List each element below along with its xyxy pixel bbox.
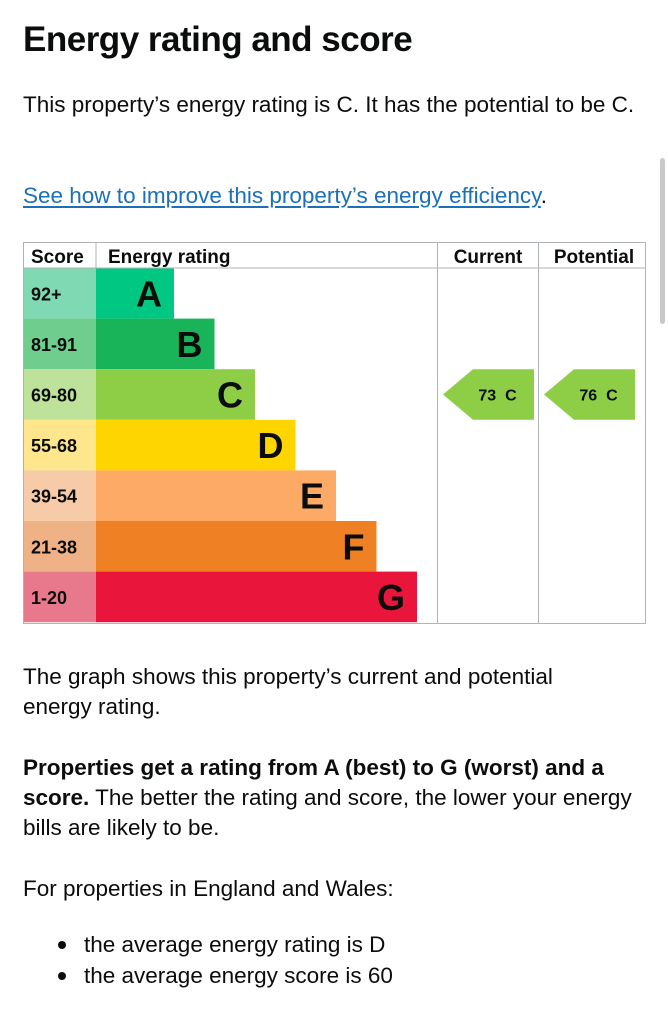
rating-bar-b xyxy=(96,318,215,370)
rating-letter-b: B xyxy=(177,324,203,365)
score-range-g: 1-20 xyxy=(31,588,67,608)
rating-letter-e: E xyxy=(300,476,324,517)
rating-bar-a xyxy=(96,268,174,319)
score-range-b: 81-91 xyxy=(31,335,77,355)
score-cell-f xyxy=(23,521,96,572)
score-cell-e xyxy=(23,470,96,521)
rating-bar-g xyxy=(96,571,417,623)
score-range-a: 92+ xyxy=(31,284,62,304)
score-cell-a xyxy=(23,268,96,319)
page-title: Energy rating and score xyxy=(23,20,413,59)
score-range-f: 21-38 xyxy=(31,537,77,557)
current-rating-label: 73 C xyxy=(478,388,517,405)
score-column: 92+ 81-91 69-80 55-68 39-54 21-38 1-20 xyxy=(23,268,96,623)
potential-header: Potential xyxy=(554,247,634,268)
rating-bar-f xyxy=(96,521,377,572)
improve-efficiency-link[interactable]: See how to improve this property’s energ… xyxy=(23,183,541,208)
rating-letter-g: G xyxy=(377,577,405,618)
rating-bar-e xyxy=(96,470,336,521)
average-score-item: the average energy score is 60 xyxy=(23,960,393,991)
averages-list: the average energy rating is D the avera… xyxy=(23,929,393,991)
chart-grid xyxy=(23,242,646,624)
energy-rating-header: Energy rating xyxy=(108,247,230,268)
ratings-explanation-bold: Properties get a rating from A (best) to… xyxy=(23,755,604,810)
rating-bar-c xyxy=(96,369,255,420)
score-range-e: 39-54 xyxy=(31,487,77,507)
improve-paragraph: See how to improve this property’s energ… xyxy=(23,181,645,211)
energy-rating-summary: This property’s energy rating is C. It h… xyxy=(23,92,635,117)
score-cell-g xyxy=(23,571,96,623)
ratings-explanation-rest: The better the rating and score, the low… xyxy=(23,785,632,840)
energy-rating-chart-svg: 92+ 81-91 69-80 55-68 39-54 21-38 1-20 ABCDEFG… xyxy=(23,242,646,624)
ratings-explanation: Properties get a rating from A (best) to… xyxy=(23,753,645,843)
rating-indicators: 73 C 76 C xyxy=(443,369,635,420)
score-cell-b xyxy=(23,318,96,370)
average-rating-item: the average energy rating is D xyxy=(23,929,393,960)
region-text: For properties in England and Wales: xyxy=(23,876,394,901)
rating-bar-d xyxy=(96,419,296,471)
chart-border xyxy=(23,242,646,624)
rating-letter-f: F xyxy=(343,526,365,567)
improve-link-suffix: . xyxy=(540,183,548,208)
score-cell-d xyxy=(23,419,96,471)
current-rating-arrow xyxy=(443,369,534,420)
graph-description: The graph shows this property’s current … xyxy=(23,664,553,719)
current-header: Current xyxy=(454,247,523,268)
score-range-c: 69-80 xyxy=(31,386,77,406)
potential-rating-label: 76 C xyxy=(579,388,618,405)
rating-letter-a: A xyxy=(136,273,162,314)
score-range-d: 55-68 xyxy=(31,436,77,456)
score-cell-c xyxy=(23,369,96,420)
scrollbar[interactable] xyxy=(660,158,665,324)
rating-letter-c: C xyxy=(217,375,243,416)
rating-letter-d: D xyxy=(258,425,284,466)
score-header: Score xyxy=(31,247,84,268)
potential-rating-arrow xyxy=(544,369,635,420)
